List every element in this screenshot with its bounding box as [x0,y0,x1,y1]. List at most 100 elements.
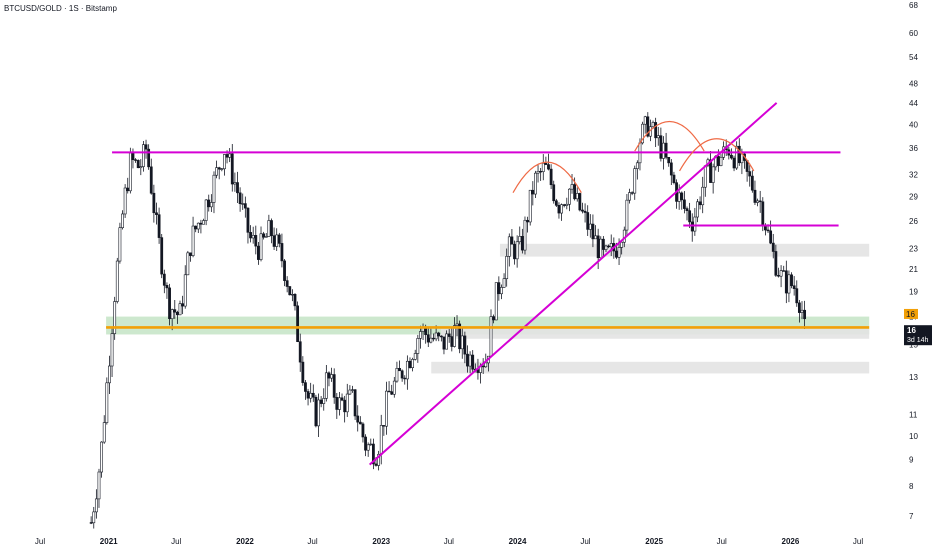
candle-body [102,422,106,443]
candle-body [168,287,171,320]
candle [330,367,333,382]
candle-body [774,251,778,276]
candle-body [646,116,650,137]
candle [314,394,318,428]
candle [387,381,391,393]
candle-body [327,372,331,379]
candle-body [105,382,109,423]
candle-body [489,316,493,357]
candle [100,441,104,478]
candle-body [89,522,93,524]
candle [432,333,435,342]
candle-body [405,360,409,380]
candle [155,202,158,225]
candle [709,151,712,183]
candle [445,330,448,350]
candle [703,165,707,197]
candle-body [374,463,378,466]
candle [400,369,404,382]
candle-body [615,250,618,258]
candle-body [100,441,104,473]
x-tick-label: Jul [444,537,454,546]
candle-body [560,204,563,214]
y-tick-label: 9 [909,456,914,465]
candle [173,300,177,319]
candle [332,368,336,404]
candle-body [756,200,759,203]
candle-body [803,309,807,320]
candle [160,234,164,279]
candle-body [175,311,179,316]
candle-body [152,192,156,214]
candle [113,296,117,340]
candle-body [494,282,498,321]
candle-body [471,354,475,370]
candle [635,160,639,180]
candle-body [426,334,430,343]
candle [447,328,451,343]
candle [181,295,185,315]
candle-body [225,154,229,158]
candle [771,233,775,259]
y-tick-label: 54 [909,53,918,62]
candle [625,194,629,236]
candle [578,192,582,212]
x-tick-label: Jul [580,537,590,546]
candle [246,207,250,244]
candle [460,328,464,359]
candle-body [531,189,535,195]
candle [306,388,310,406]
candle [259,226,263,262]
candle-body [364,436,367,451]
candle-body [115,260,119,302]
x-tick-label: 2025 [645,537,663,546]
last-price-tag [904,325,932,346]
candle-body [306,391,310,399]
candle-body [719,156,723,166]
arc-2 [634,121,705,152]
y-tick-label: 36 [909,144,918,153]
candle-body [460,335,464,350]
candle [552,180,556,204]
gray-zone-23 [499,243,870,257]
y-tick-label: 60 [909,29,918,38]
candle [719,154,723,167]
candle [594,225,597,240]
time-axis[interactable]: Jul 2021 Jul 2022 Jul 2023 Jul 2024 Jul 2025 Jul 20… [35,537,863,546]
candle [633,165,637,200]
candle [453,317,456,348]
candle-body [609,243,613,248]
candle-body [335,397,339,410]
candle [790,272,793,289]
candle-body [518,236,522,243]
candle [520,228,524,254]
candle [628,188,631,204]
candle [494,282,498,321]
candle [581,202,584,214]
candle [523,216,527,255]
candle-body [290,293,294,296]
candle-body [800,309,804,313]
candle-body [607,245,611,248]
candle-body [257,245,260,260]
candle-body [748,171,752,177]
candle [607,244,611,249]
candle-body [568,188,571,205]
candle-body [293,293,297,307]
candle [405,355,409,390]
candle-body [298,341,302,363]
candle [358,416,362,425]
candle-body [463,335,467,355]
candle-body [390,391,394,395]
candle-body [716,155,720,166]
candle [288,286,292,296]
candle-body [693,216,697,232]
candle [223,154,226,176]
zones-layer [106,243,870,374]
price-axis[interactable]: 789101113151719212326293236404448546068 [909,1,918,521]
candle [385,381,388,435]
candle [191,216,195,258]
y-tick-label: 8 [909,482,914,491]
candle-body [183,274,187,307]
